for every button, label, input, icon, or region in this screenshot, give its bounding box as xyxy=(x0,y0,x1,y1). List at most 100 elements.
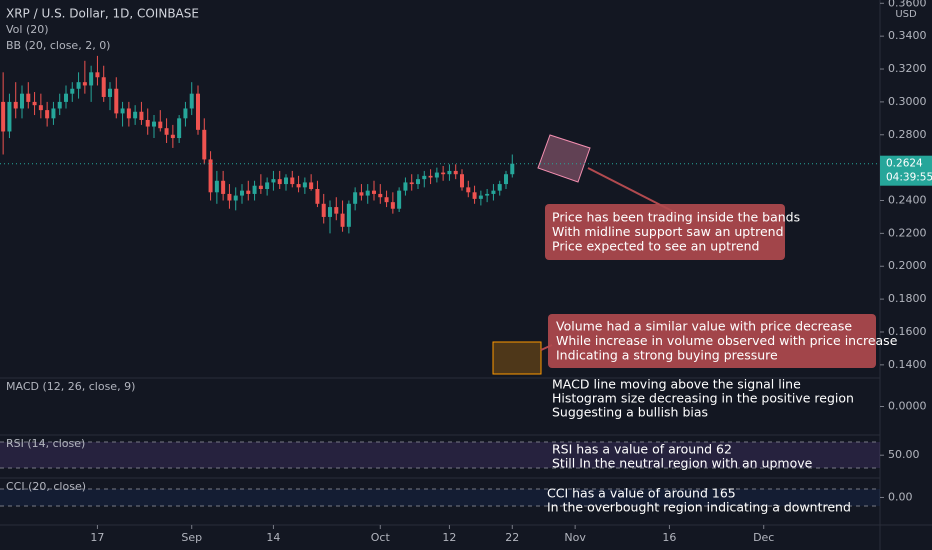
candle-body xyxy=(108,88,112,97)
pane-note: Still In the neutral region with an upmo… xyxy=(552,456,813,471)
candle-body xyxy=(478,195,483,199)
candle-body xyxy=(7,101,12,132)
candle-body xyxy=(189,93,194,109)
candle-body xyxy=(101,77,106,97)
candle-body xyxy=(13,101,18,109)
x-tick-label: Nov xyxy=(564,531,586,544)
candle-body xyxy=(126,108,131,119)
x-tick-label: 12 xyxy=(442,531,456,544)
y-tick-label: 0.3200 xyxy=(888,62,927,75)
candle-body xyxy=(120,108,125,114)
candle-body xyxy=(390,202,395,209)
drawn-box xyxy=(537,134,591,183)
candle-body xyxy=(441,172,446,175)
y-tick-label: 50.00 xyxy=(888,448,920,461)
candle-body xyxy=(139,111,144,120)
candle-body xyxy=(233,195,238,201)
candle-body xyxy=(76,82,81,89)
currency: USD xyxy=(895,9,917,20)
pane-note: Histogram size decreasing in the positiv… xyxy=(552,391,854,406)
candle-body xyxy=(409,182,414,185)
candle-body xyxy=(340,213,345,227)
candle-body xyxy=(485,193,490,196)
indicator-label: BB (20, close, 2, 0) xyxy=(6,39,110,52)
candle-body xyxy=(491,190,496,194)
candle-body xyxy=(145,119,150,127)
rsi-band xyxy=(0,442,880,468)
pane-label: MACD (12, 26, close, 9) xyxy=(6,380,135,393)
y-tick-label: 0.3600 xyxy=(888,0,927,9)
candle-body xyxy=(472,192,477,199)
candle-body xyxy=(258,185,263,189)
pane-note: In the overbought region indicating a do… xyxy=(547,500,851,515)
annotation-text: Price has been trading inside the bands xyxy=(552,210,800,225)
candle-body xyxy=(164,128,169,135)
candle-body xyxy=(246,190,251,194)
candle-body xyxy=(51,108,56,119)
y-tick-label: 0.2200 xyxy=(888,226,927,239)
pane-note: Suggesting a bullish bias xyxy=(552,405,708,420)
candle-body xyxy=(214,180,219,193)
candle-body xyxy=(45,110,50,119)
candle-body xyxy=(133,111,138,119)
candle-body xyxy=(497,184,502,191)
candle-body xyxy=(290,177,295,185)
pane-label: CCI (20, close) xyxy=(6,480,86,493)
pane-note: RSI has a value of around 62 xyxy=(552,442,732,457)
pane-note: CCI has a value of around 165 xyxy=(547,486,736,501)
candle-body xyxy=(177,118,182,139)
candle-body xyxy=(353,192,358,204)
y-tick-label: 0.3400 xyxy=(888,29,927,42)
candle-body xyxy=(447,170,452,175)
y-tick-label: 0.3000 xyxy=(888,95,927,108)
candle-body xyxy=(334,207,339,214)
x-tick-label: 22 xyxy=(505,531,519,544)
last-price-box xyxy=(880,155,932,186)
last-price-label: 0.2624 xyxy=(886,158,923,170)
annotation-box xyxy=(545,204,785,260)
candle-body xyxy=(428,175,433,178)
annotation-text: Indicating a strong buying pressure xyxy=(556,348,778,363)
x-tick-label: 16 xyxy=(662,531,676,544)
drawn-box xyxy=(492,341,542,375)
candle-body xyxy=(365,190,370,196)
candle-body xyxy=(384,197,389,203)
candle-body xyxy=(57,101,62,109)
candle-body xyxy=(403,182,408,191)
candle-body xyxy=(460,174,464,188)
candle-body xyxy=(227,193,232,201)
candle-body xyxy=(196,93,200,130)
annotation-text: While increase in volume observed with p… xyxy=(556,333,898,348)
candle-body xyxy=(38,105,43,111)
indicator-label: Vol (20) xyxy=(6,23,49,36)
y-tick-label: 0.1800 xyxy=(888,292,927,305)
y-tick-label: 0.0000 xyxy=(888,400,927,413)
candle-body xyxy=(32,101,37,106)
candle-body xyxy=(26,93,31,102)
candle-body xyxy=(208,159,213,193)
candle-body xyxy=(82,82,87,86)
y-tick-label: 0.2400 xyxy=(888,194,927,207)
x-tick-label: Oct xyxy=(371,531,391,544)
candle-body xyxy=(95,72,100,78)
candle-body xyxy=(434,172,439,178)
candle-body xyxy=(466,187,471,193)
candle-body xyxy=(277,179,282,185)
candle-body xyxy=(296,184,301,188)
candle-body xyxy=(89,72,94,86)
candle-body xyxy=(284,177,288,185)
x-tick-label: Sep xyxy=(181,531,202,544)
candle-body xyxy=(321,203,326,217)
pane-note: MACD line moving above the signal line xyxy=(552,377,801,392)
candle-body xyxy=(397,190,402,209)
candle-body xyxy=(510,163,515,175)
candle-body xyxy=(64,93,68,102)
annotation-text: Volume had a similar value with price de… xyxy=(556,319,852,334)
candle-body xyxy=(1,101,6,132)
candle-body xyxy=(183,108,188,119)
candle-body xyxy=(315,189,320,204)
candle-body xyxy=(170,134,175,139)
candle-body xyxy=(504,174,508,185)
y-tick-label: 0.2800 xyxy=(888,128,927,141)
candle-body xyxy=(453,170,458,175)
